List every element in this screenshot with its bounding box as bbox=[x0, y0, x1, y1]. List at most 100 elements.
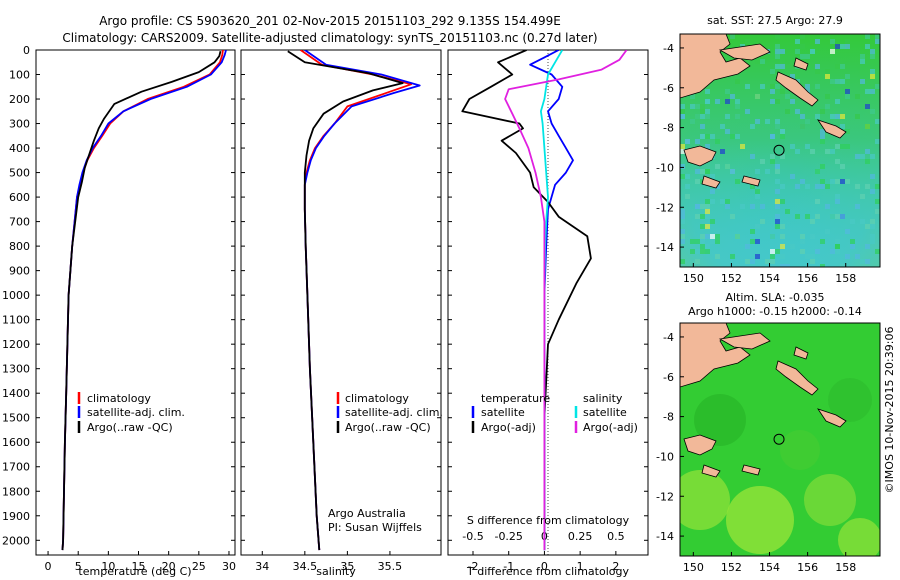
difference-xlabel: T difference from climatology bbox=[466, 565, 629, 578]
sst-pixel bbox=[830, 114, 835, 119]
sst-pixel bbox=[740, 204, 745, 209]
sst-pixel bbox=[805, 54, 810, 59]
sst-pixel bbox=[815, 69, 820, 74]
island-land bbox=[718, 332, 771, 350]
sst-pixel bbox=[770, 89, 775, 94]
series-line-argo-adj- bbox=[461, 50, 592, 551]
sst-pixel bbox=[700, 104, 705, 109]
x-tick-label: 20 bbox=[162, 560, 176, 573]
lat-tick-label: -12 bbox=[656, 201, 674, 214]
sst-pixel bbox=[705, 249, 710, 254]
sst-pixel bbox=[835, 244, 840, 249]
sst-pixel bbox=[690, 104, 695, 109]
sst-pixel bbox=[695, 204, 700, 209]
sst-pixel bbox=[775, 124, 780, 129]
depth-tick-label: 1100 bbox=[2, 314, 30, 327]
sst-pixel bbox=[775, 34, 780, 39]
sst-pixel bbox=[685, 184, 690, 189]
sst-pixel bbox=[690, 239, 695, 244]
sst-pixel bbox=[725, 114, 730, 119]
islet-land bbox=[701, 464, 721, 478]
lat-tick-label: -12 bbox=[656, 490, 674, 503]
sst-pixel bbox=[875, 34, 880, 39]
sst-pixel bbox=[840, 79, 845, 84]
sst-pixel bbox=[820, 239, 825, 244]
depth-tick-label: 1000 bbox=[2, 289, 30, 302]
sst-pixel bbox=[755, 194, 760, 199]
sst-pixel bbox=[680, 104, 685, 109]
sst-pixel bbox=[825, 94, 830, 99]
sst-pixel bbox=[850, 239, 855, 244]
sst-pixel bbox=[855, 94, 860, 99]
sst-pixel bbox=[775, 54, 780, 59]
sst-pixel bbox=[800, 124, 805, 129]
new-ireland-land bbox=[793, 346, 809, 360]
sst-pixel bbox=[815, 64, 820, 69]
sst-pixel bbox=[780, 154, 785, 159]
lat-tick-label: -6 bbox=[663, 82, 674, 95]
sst-pixel bbox=[680, 144, 685, 149]
temperature-axes-frame bbox=[35, 49, 236, 556]
sst-pixel bbox=[760, 84, 765, 89]
sst-pixel bbox=[680, 214, 685, 219]
lon-tick-label: 154 bbox=[759, 272, 780, 285]
sst-pixel bbox=[710, 189, 715, 194]
sst-pixel bbox=[680, 174, 685, 179]
sst-pixel bbox=[835, 64, 840, 69]
series-line-salinity-argo-adj- bbox=[504, 50, 628, 551]
sst-pixel bbox=[705, 209, 710, 214]
sst-pixel bbox=[780, 49, 785, 54]
sst-pixel bbox=[860, 219, 865, 224]
sst-pixel bbox=[805, 119, 810, 124]
sst-pixel bbox=[775, 224, 780, 229]
sst-pixel bbox=[780, 89, 785, 94]
sst-pixel bbox=[780, 254, 785, 259]
sst-pixel bbox=[775, 99, 780, 104]
difference-panel: -2 -1 0 1 2 -0.5 -0.25 0 0.25 0.5 T difference f… bbox=[447, 49, 649, 578]
legend-temp-satellite-label: satellite bbox=[481, 406, 525, 419]
sst-pixel bbox=[870, 49, 875, 54]
lon-tick-label: 152 bbox=[721, 272, 742, 285]
sst-pixel bbox=[780, 244, 785, 249]
sst-pixel bbox=[735, 114, 740, 119]
sst-pixel bbox=[720, 149, 725, 154]
sst-pixel bbox=[710, 219, 715, 224]
sst-pixel bbox=[705, 109, 710, 114]
salinity-panel: 34 34.5 35 35.5 salinity climatology satell… bbox=[240, 49, 443, 578]
sst-pixel bbox=[840, 264, 845, 267]
sst-pixel bbox=[875, 199, 880, 204]
sst-pixel bbox=[775, 199, 780, 204]
sst-pixel bbox=[735, 234, 740, 239]
sst-pixel bbox=[680, 259, 685, 264]
sst-pixel bbox=[700, 234, 705, 239]
sst-pixel bbox=[760, 219, 765, 224]
sst-pixel bbox=[840, 114, 845, 119]
x-tick-label: 0 bbox=[45, 560, 52, 573]
sst-pixel bbox=[845, 74, 850, 79]
sst-pixel bbox=[865, 259, 870, 264]
bougainville-land bbox=[817, 408, 847, 428]
sst-pixel bbox=[770, 234, 775, 239]
sst-pixel bbox=[780, 184, 785, 189]
sst-pixel bbox=[755, 94, 760, 99]
difference-top-xlabel: S difference from climatology bbox=[467, 514, 630, 527]
sst-pixel bbox=[855, 184, 860, 189]
sla-blob bbox=[804, 474, 856, 526]
legend-climatology-label: climatology bbox=[345, 392, 409, 405]
sst-pixel bbox=[825, 74, 830, 79]
sst-pixel bbox=[835, 99, 840, 104]
sst-pixel bbox=[695, 169, 700, 174]
sst-pixel bbox=[835, 114, 840, 119]
papua-tail-land bbox=[683, 145, 717, 167]
sst-pixel bbox=[800, 234, 805, 239]
depth-tick-label: 1900 bbox=[2, 510, 30, 523]
lon-tick-label: 156 bbox=[797, 272, 818, 285]
sst-pixel bbox=[745, 109, 750, 114]
sst-pixel bbox=[810, 254, 815, 259]
sst-pixel bbox=[800, 239, 805, 244]
sst-pixel bbox=[790, 74, 795, 79]
sst-pixel bbox=[875, 119, 880, 124]
sst-pixel bbox=[870, 224, 875, 229]
sst-pixel bbox=[680, 219, 685, 224]
sst-pixel bbox=[865, 244, 870, 249]
